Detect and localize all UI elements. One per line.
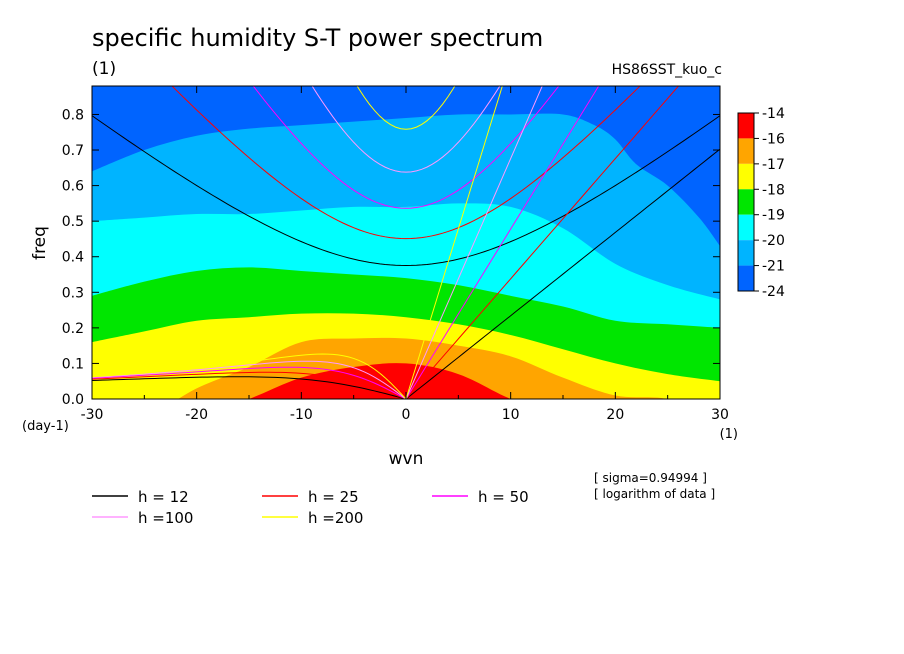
colorbar-swatch	[738, 113, 754, 139]
kelvin-curve-h50	[405, 86, 600, 399]
legend-label-h12: h = 12	[138, 488, 189, 506]
y-tick-label: 0.8	[62, 107, 84, 123]
x-tick-label: -30	[81, 407, 104, 423]
y-tick-label: 0.2	[62, 321, 84, 337]
colorbar-level-label: -20	[762, 233, 785, 249]
colorbar-level-label: -19	[762, 208, 785, 224]
colorbar-swatch	[738, 214, 754, 241]
x-tick-label: 30	[711, 407, 729, 423]
gravity-curve-h100	[311, 86, 501, 173]
colorbar-level-label: -17	[762, 157, 785, 173]
y-tick-label: 0.1	[62, 356, 84, 372]
colorbar-swatch	[738, 265, 754, 291]
y-axis-label: freq	[30, 226, 50, 260]
band-fill-6	[92, 86, 720, 247]
colorbar-level-label: -24	[762, 284, 785, 300]
gravity-curve-h12	[92, 115, 720, 266]
x-tick-label: -10	[290, 407, 313, 423]
gravity-curve-h25	[171, 86, 641, 240]
plot-area: -30 -20 -10 0 10 20 30 0.0 0.1 0.2 0.3 0.4 0.5 0.6 0.7…	[62, 85, 729, 423]
colorbar-level-label: -14	[762, 106, 785, 122]
colorbar-swatch	[738, 189, 754, 215]
gravity-curve-h50	[252, 86, 560, 209]
colorbar-swatch	[738, 163, 754, 190]
y-tick-label: 0.4	[62, 250, 84, 266]
x-tick-label: 0	[402, 407, 411, 423]
rossby-curve-h100	[92, 360, 407, 399]
log-note: [ logarithm of data ]	[594, 487, 715, 501]
run-label: HS86SST_kuo_c	[612, 62, 722, 78]
y-tick-label: 0.0	[62, 392, 84, 408]
kelvin-curve-h12	[405, 148, 720, 399]
y-tick-label: 0.3	[62, 285, 84, 301]
depth-legend: h = 12 h = 25 h = 50 h =100 h =200	[92, 488, 529, 527]
sigma-note: [ sigma=0.94994 ]	[594, 471, 707, 485]
rossby-curve-h50	[92, 366, 407, 399]
colorbar: -14 -16 -17 -18 -19 -20 -21 -24	[737, 106, 785, 300]
kelvin-curve-h100	[405, 86, 543, 399]
y-axis-unit: (day-1)	[22, 419, 69, 434]
colorbar-level-label: -18	[762, 182, 785, 198]
band-fill-5	[92, 86, 720, 300]
rossby-curve-h12	[92, 376, 407, 399]
legend-label-h50: h = 50	[478, 488, 529, 506]
legend-label-h25: h = 25	[308, 488, 359, 506]
colorbar-swatch	[738, 138, 754, 164]
rossby-curve-h25	[92, 371, 407, 399]
x-tick-label: 10	[502, 407, 520, 423]
colorbar-frame	[737, 112, 755, 292]
x-axis-label: wvn	[389, 449, 424, 469]
legend-label-h100: h =100	[138, 509, 193, 527]
x-tick-label: -20	[185, 407, 208, 423]
kelvin-curve-h200	[405, 86, 503, 399]
y-tick-label: 0.7	[62, 143, 84, 159]
kelvin-curve-h25	[405, 86, 680, 399]
chart-title: specific humidity S-T power spectrum	[92, 24, 543, 52]
gravity-curve-h200	[356, 86, 456, 130]
colorbar-level-label: -16	[762, 131, 785, 147]
x-axis-unit: (1)	[720, 427, 738, 442]
title-unit: (1)	[92, 59, 116, 79]
x-tick-label: 20	[606, 407, 624, 423]
colorbar-level-label: -21	[762, 259, 785, 275]
colorbar-swatch	[738, 240, 754, 266]
y-tick-label: 0.5	[62, 214, 84, 230]
y-tick-label: 0.6	[62, 179, 84, 195]
legend-label-h200: h =200	[308, 509, 363, 527]
rossby-curve-h200	[92, 353, 407, 399]
